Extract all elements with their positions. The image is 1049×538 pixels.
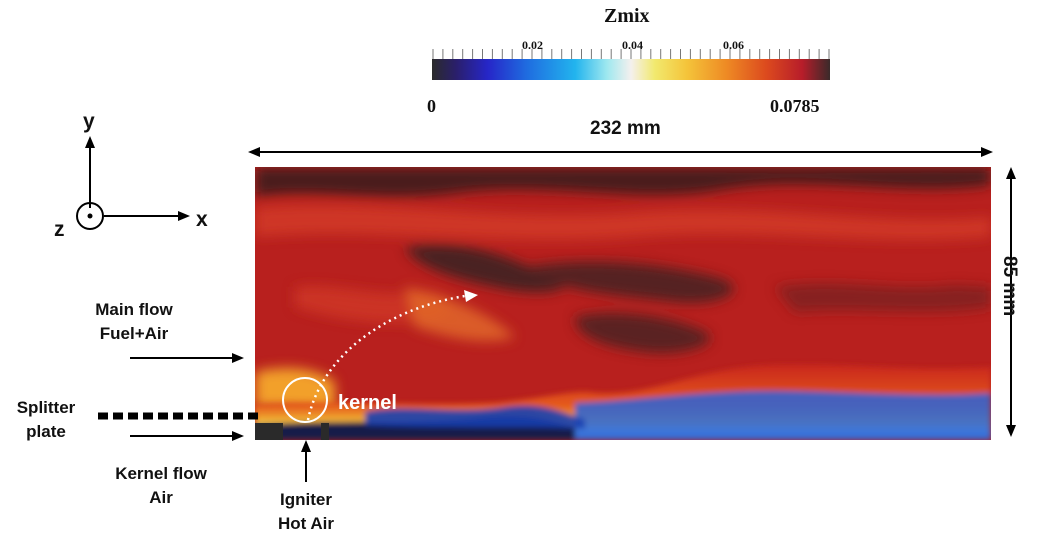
kernel-flow-label-line2: Air	[149, 488, 173, 507]
colorbar-min-label: 0	[427, 96, 436, 116]
colorbar-gradient	[432, 59, 830, 80]
kernel-flow-arrow	[130, 431, 244, 441]
height-dimension-label: 85 mm	[999, 256, 1020, 317]
kernel-label: kernel	[338, 392, 397, 414]
igniter-label-line2: Hot Air	[277, 514, 335, 533]
colorbar-ticks: 0.02 0.04 0.06	[432, 38, 830, 59]
zmix-field	[255, 167, 991, 440]
colorbar-tick-label: 0.02	[522, 38, 543, 52]
colorbar-tick-label: 0.04	[622, 38, 643, 52]
main-flow-label-line1: Main flow	[95, 300, 173, 319]
kernel-trajectory-arrow	[306, 294, 466, 421]
igniter-label: Igniter Hot Air	[250, 488, 362, 536]
kernel-flow-label: Kernel flow Air	[86, 462, 236, 510]
splitter-plate-label-line2: plate	[26, 422, 66, 441]
y-axis-label: y	[83, 110, 95, 133]
coordinate-axes-icon	[76, 136, 190, 230]
colorbar-tick-marks	[432, 49, 830, 59]
kernel-overlay	[282, 290, 478, 423]
width-dimension-label: 232 mm	[590, 118, 661, 139]
main-flow-arrow	[130, 353, 244, 363]
splitter-plate-label-line1: Splitter	[16, 398, 76, 417]
igniter-label-line1: Igniter	[280, 490, 332, 509]
height-dimension-arrow	[1006, 167, 1016, 437]
splitter-plate-label: Splitter plate	[0, 396, 92, 444]
splitter-plate-line	[98, 412, 262, 420]
z-axis-label: z	[54, 218, 65, 241]
kernel-circle	[282, 377, 328, 423]
igniter-arrow	[301, 440, 311, 482]
x-axis-label: x	[196, 208, 208, 231]
main-flow-label-line2: Fuel+Air	[99, 324, 169, 343]
colorbar-tick-label: 0.06	[723, 38, 744, 52]
kernel-flow-label-line1: Kernel flow	[115, 464, 207, 483]
zmix-field-image	[255, 167, 991, 440]
main-flow-label: Main flow Fuel+Air	[72, 298, 196, 346]
width-dimension-arrow	[248, 147, 993, 157]
colorbar-max-label: 0.0785	[770, 96, 820, 116]
colorbar-title: Zmix	[604, 5, 650, 27]
